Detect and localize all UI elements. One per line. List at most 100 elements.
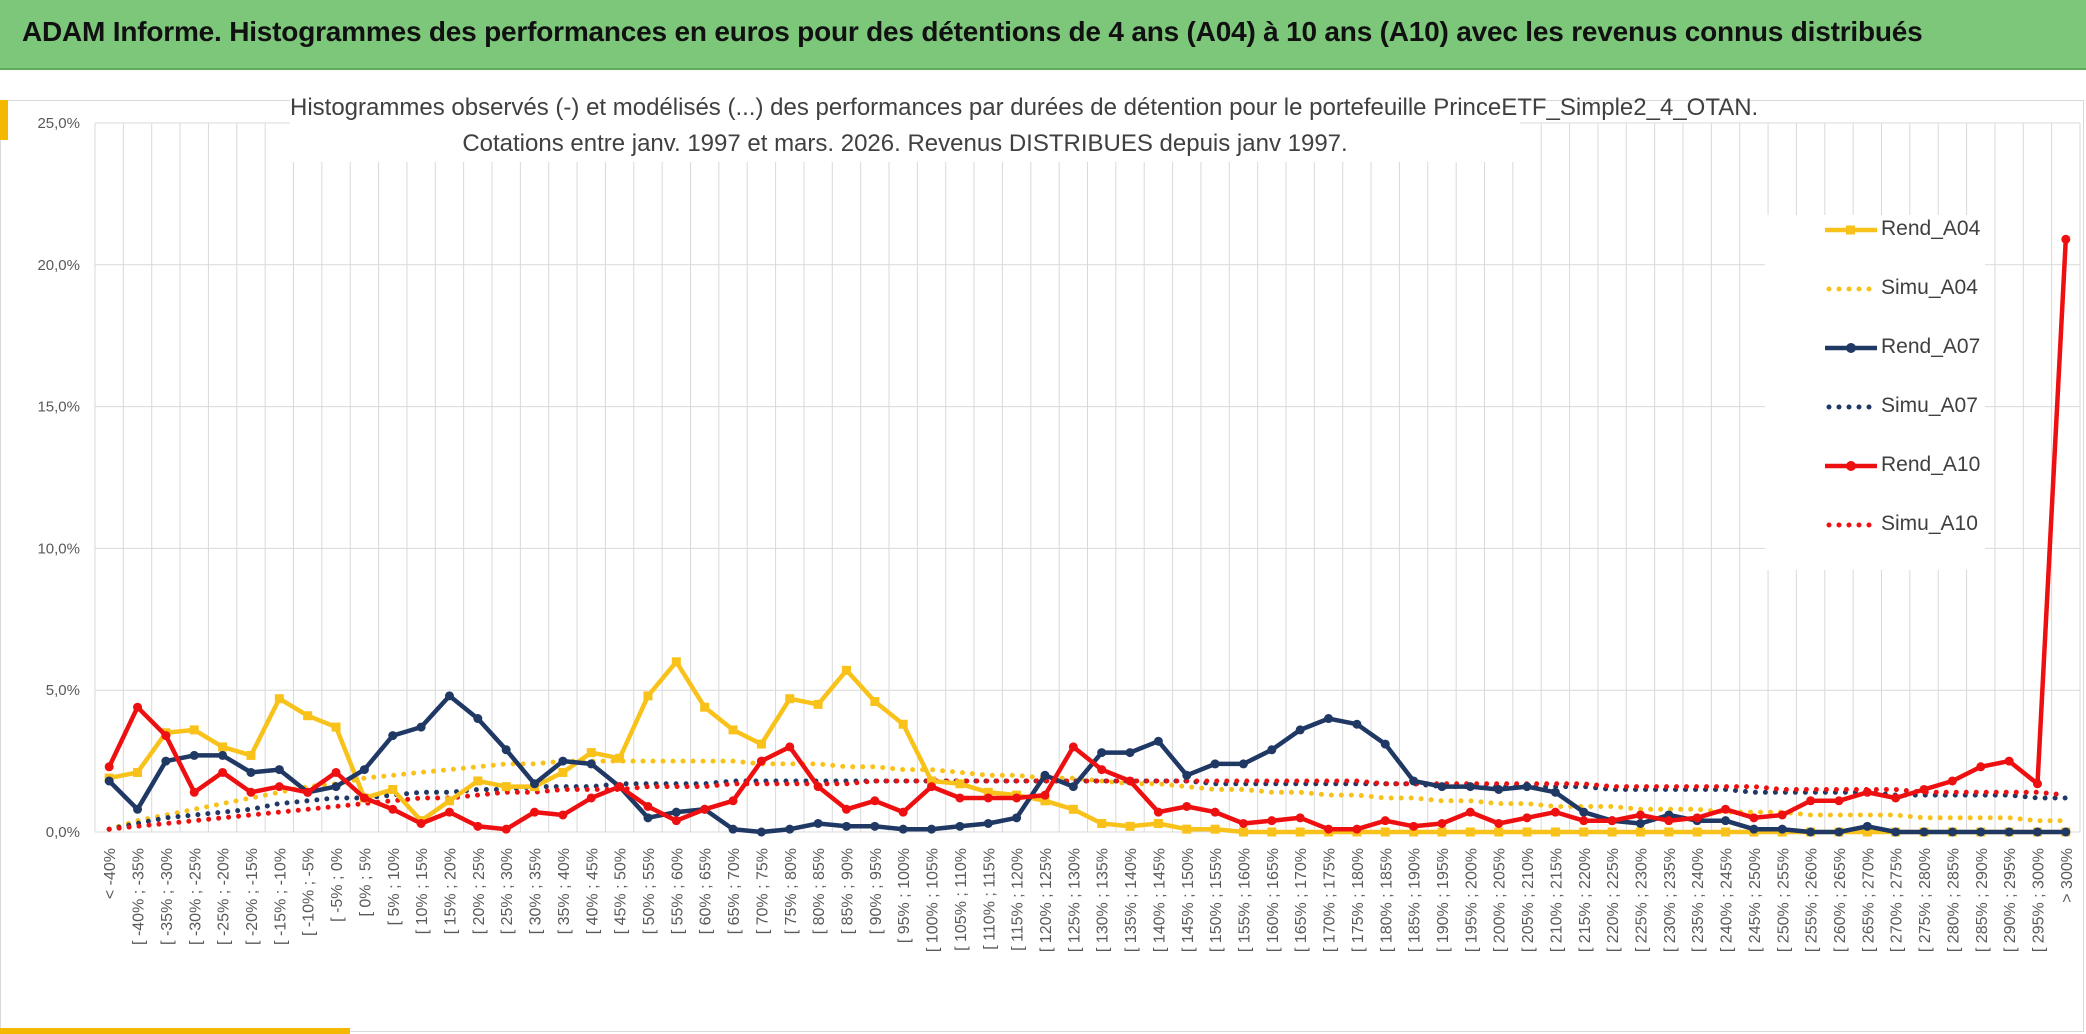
x-tick-label: [ 285% ; 290%: [1974, 848, 1991, 952]
data-point-rend-a10: [104, 762, 114, 772]
data-point-rend-a10: [1692, 813, 1702, 823]
data-point-rend-a07: [1068, 782, 1078, 792]
data-point-rend-a04: [1494, 827, 1504, 837]
data-point-rend-a04: [870, 697, 880, 707]
series-line-rend-a07: [107, 693, 2066, 835]
data-point-rend-a04: [1522, 827, 1532, 837]
legend-item-rend-a07: Rend_A07: [1765, 333, 1985, 363]
data-point-rend-a10: [841, 804, 851, 814]
data-point-rend-a10: [1891, 793, 1901, 803]
data-point-rend-a04: [218, 742, 228, 752]
chart-title-line1: Histogrammes observés (-) et modélisés (…: [290, 94, 1759, 121]
data-point-rend-a10: [161, 731, 171, 741]
legend-marker: [1846, 461, 1856, 471]
y-tick-label: 20,0%: [37, 257, 80, 274]
data-point-rend-a07: [1494, 784, 1504, 794]
data-point-rend-a10: [643, 801, 653, 811]
data-point-rend-a10: [530, 807, 540, 817]
x-tick-label: [ 5% ; 10%: [386, 848, 403, 925]
data-point-rend-a07: [1522, 782, 1532, 792]
data-point-rend-a04: [1267, 827, 1277, 837]
legend-marker: [1846, 343, 1856, 353]
data-point-rend-a04: [303, 711, 313, 721]
data-point-rend-a07: [2032, 827, 2042, 837]
x-tick-label: [ 40% ; 45%: [584, 848, 601, 934]
data-point-rend-a07: [161, 756, 171, 766]
x-tick-label: [ 245% ; 250%: [1747, 848, 1764, 952]
data-point-rend-a04: [1550, 827, 1560, 837]
x-tick-label: [ 200% ; 205%: [1492, 848, 1509, 952]
data-point-rend-a07: [1012, 813, 1022, 823]
x-tick-label: [ 70% ; 75%: [754, 848, 771, 934]
data-point-rend-a10: [785, 742, 795, 752]
data-point-rend-a07: [1834, 827, 1844, 837]
data-point-rend-a04: [1040, 796, 1050, 806]
data-point-rend-a10: [274, 782, 284, 792]
data-point-rend-a07: [1919, 827, 1929, 837]
data-point-rend-a07: [189, 750, 199, 760]
data-point-rend-a04: [1210, 824, 1220, 834]
data-point-rend-a10: [615, 782, 625, 792]
data-point-rend-a04: [501, 782, 511, 792]
data-point-rend-a04: [813, 699, 823, 709]
data-point-rend-a10: [700, 804, 710, 814]
x-tick-label: [ 80% ; 85%: [811, 848, 828, 934]
data-point-rend-a10: [1295, 813, 1305, 823]
x-tick-label: [ 160% ; 165%: [1265, 848, 1282, 952]
legend-label: Rend_A10: [1881, 453, 1981, 476]
y-tick-label: 25,0%: [37, 115, 80, 132]
x-tick-label: [ 280% ; 285%: [1945, 848, 1962, 952]
data-point-rend-a10: [1012, 793, 1022, 803]
data-point-rend-a10: [1437, 818, 1447, 828]
data-point-rend-a04: [1862, 827, 1872, 837]
x-tick-label: [ 185% ; 190%: [1407, 848, 1424, 952]
x-tick-label: [ 95% ; 100%: [896, 848, 913, 943]
x-tick-label: [ 270% ; 275%: [1889, 848, 1906, 952]
x-tick-label: [ 260% ; 265%: [1832, 848, 1849, 952]
x-tick-label: [ 125% ; 130%: [1066, 848, 1083, 952]
data-point-rend-a07: [1777, 824, 1787, 834]
data-point-rend-a04: [1721, 827, 1731, 837]
data-point-rend-a10: [303, 787, 313, 797]
x-tick-label: [ 140% ; 145%: [1151, 848, 1168, 952]
data-point-rend-a10: [331, 767, 341, 777]
legend-item-simu-a10: Simu_A10: [1765, 510, 1985, 540]
data-point-rend-a07: [955, 821, 965, 831]
x-tick-label: [ 115% ; 120%: [1010, 848, 1027, 951]
data-point-rend-a04: [927, 776, 937, 786]
data-point-rend-a07: [1324, 714, 1334, 724]
data-point-rend-a07: [671, 807, 681, 817]
data-point-rend-a04: [246, 750, 256, 760]
legend-item-simu-a07: Simu_A07: [1765, 392, 1985, 422]
x-tick-label: [ 290% ; 295%: [2002, 848, 2019, 952]
data-point-rend-a10: [189, 787, 199, 797]
x-tick-label: [ 25% ; 30%: [499, 848, 516, 934]
data-point-rend-a10: [558, 810, 568, 820]
data-point-rend-a07: [133, 804, 143, 814]
data-point-rend-a07: [643, 813, 653, 823]
data-point-rend-a07: [1437, 782, 1447, 792]
x-tick-label: [ 120% ; 125%: [1038, 848, 1055, 952]
data-point-rend-a10: [501, 824, 511, 834]
data-point-rend-a04: [1238, 827, 1248, 837]
x-tick-label: [ 215% ; 220%: [1577, 848, 1594, 952]
x-tick-label: [ 145% ; 150%: [1180, 848, 1197, 952]
x-tick-label: [ 250% ; 255%: [1775, 848, 1792, 952]
y-tick-label: 0,0%: [46, 824, 80, 841]
chart-title: Histogrammes observés (-) et modélisés (…: [290, 90, 1759, 162]
data-point-rend-a07: [841, 821, 851, 831]
data-point-rend-a04: [841, 665, 851, 675]
data-point-rend-a07: [444, 691, 454, 701]
data-point-rend-a04: [1182, 824, 1192, 834]
legend-item-simu-a04: Simu_A04: [1765, 274, 1985, 304]
data-point-rend-a10: [1153, 807, 1163, 817]
header-banner: ADAM Informe. Histogrammes des performan…: [0, 0, 2086, 70]
x-axis: < -40% [ -40% ; -35% [ -35% ; -30% [ -30% ;…: [102, 848, 2076, 952]
x-tick-label: [ 220% ; 225%: [1605, 848, 1622, 952]
x-tick-label: [ 75% ; 80%: [783, 848, 800, 934]
data-point-rend-a07: [1267, 745, 1277, 755]
x-tick-label: [ 275% ; 280%: [1917, 848, 1934, 952]
data-point-rend-a10: [1182, 801, 1192, 811]
data-point-rend-a07: [1947, 827, 1957, 837]
x-tick-label: [ 60% ; 65%: [698, 848, 715, 934]
